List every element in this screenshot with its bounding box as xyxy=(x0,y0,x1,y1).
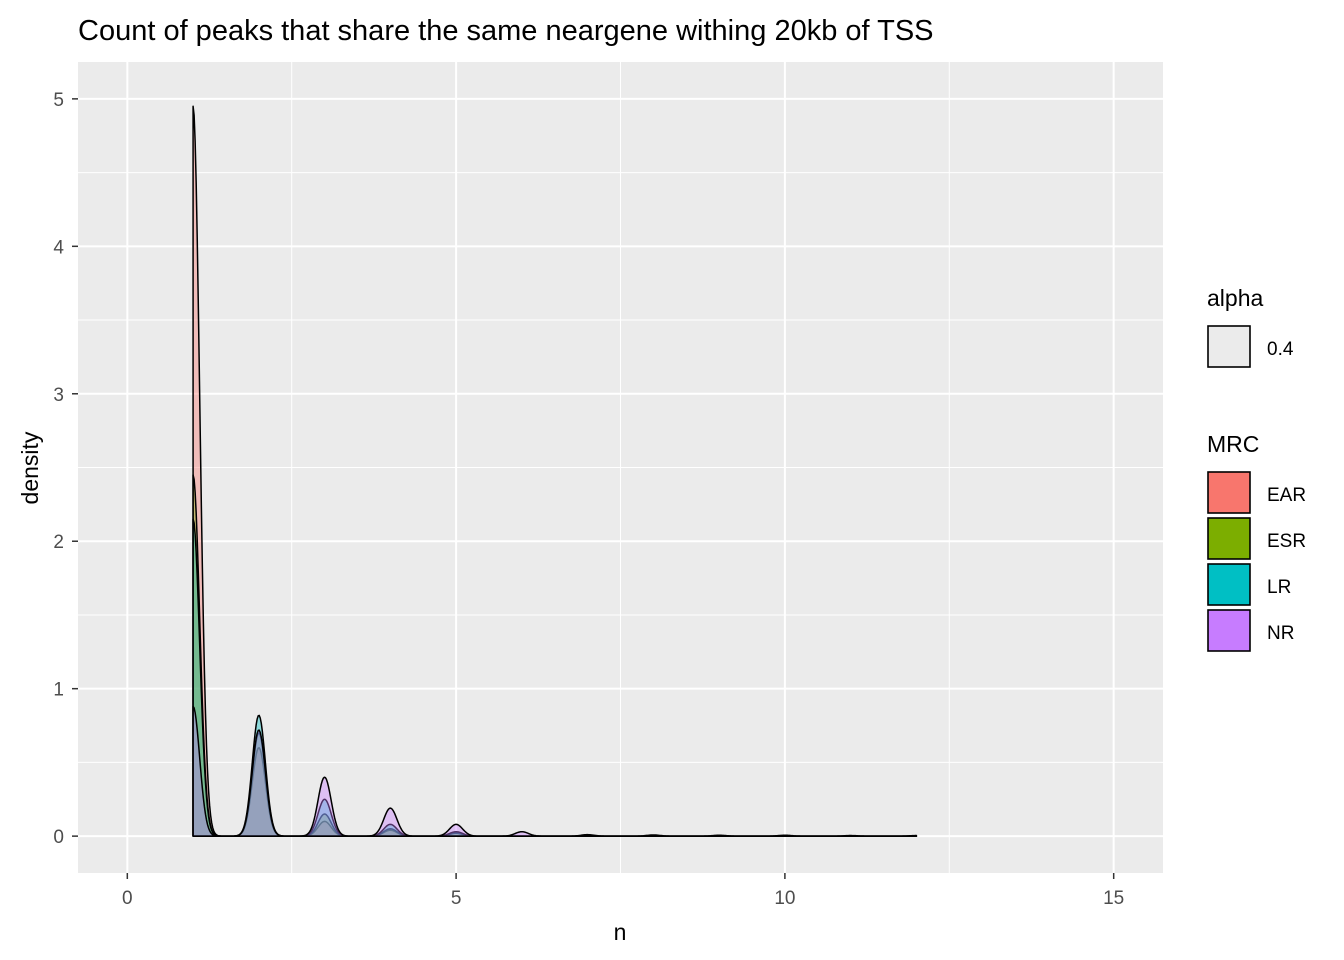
legend-label-esr: ESR xyxy=(1267,531,1306,552)
legend-mrc-title: MRC xyxy=(1207,431,1259,457)
legend-key-nr xyxy=(1207,609,1251,652)
y-tick-label: 0 xyxy=(53,827,64,848)
y-tick-label: 4 xyxy=(53,237,64,258)
major-gridlines xyxy=(78,62,1163,873)
chart-title: Count of peaks that share the same nearg… xyxy=(78,15,934,47)
y-tick-label: 5 xyxy=(53,90,64,111)
y-tick-label: 3 xyxy=(53,385,64,406)
y-tick-label: 1 xyxy=(53,680,64,701)
legend-label-ear: EAR xyxy=(1267,485,1306,506)
x-tick-label: 10 xyxy=(774,888,795,909)
x-tick-label: 15 xyxy=(1103,888,1124,909)
density-area-nr xyxy=(192,705,918,837)
minor-gridlines xyxy=(78,62,1163,873)
legend-alpha-title: alpha xyxy=(1207,285,1263,311)
legend-label-nr: NR xyxy=(1267,623,1294,644)
density-series xyxy=(192,105,918,837)
y-tick-label: 2 xyxy=(53,532,64,553)
y-axis-ticks: 0 1 2 3 4 5 xyxy=(53,90,78,848)
legend-alpha-label: 0.4 xyxy=(1267,339,1294,360)
legend-key-esr xyxy=(1207,517,1251,560)
x-axis-ticks: 0 5 10 15 xyxy=(122,873,1124,909)
legend-label-lr: LR xyxy=(1267,577,1291,598)
x-tick-label: 5 xyxy=(451,888,462,909)
legend-key-lr xyxy=(1207,563,1251,606)
y-axis-title: density xyxy=(17,431,43,504)
legend-mrc: MRC EAR ESR LR NR xyxy=(1207,431,1306,652)
legend-alpha-key xyxy=(1207,325,1251,368)
legend-key-ear xyxy=(1207,471,1251,514)
x-axis-title: n xyxy=(614,919,627,945)
x-tick-label: 0 xyxy=(122,888,133,909)
legend-alpha: alpha 0.4 xyxy=(1207,285,1294,368)
